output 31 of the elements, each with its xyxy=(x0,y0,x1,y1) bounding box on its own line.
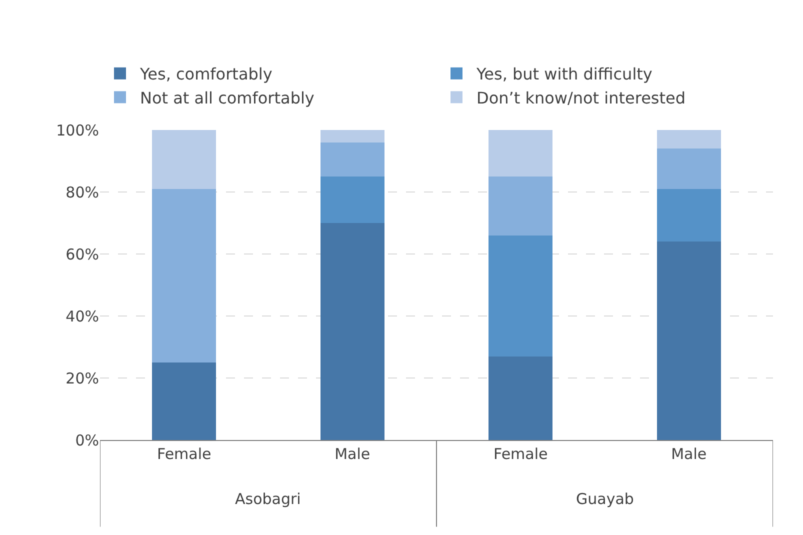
bar xyxy=(656,188,721,242)
x-tick-label: Female xyxy=(494,445,548,463)
x-tick-label: Male xyxy=(334,445,370,463)
legend-label: Yes, comfortably xyxy=(139,64,272,84)
y-tick-label: 60% xyxy=(66,245,99,264)
bar xyxy=(320,223,384,440)
legend-label: Not at all comfortably xyxy=(140,88,314,108)
bar xyxy=(656,130,721,149)
y-tick-label: 100% xyxy=(56,121,99,140)
x-tick-label: Female xyxy=(157,445,212,463)
bar xyxy=(488,356,553,440)
bar xyxy=(488,176,553,236)
bar xyxy=(320,176,384,223)
bar xyxy=(656,242,721,440)
bar xyxy=(488,130,553,176)
text: Guayab xyxy=(576,490,634,508)
bar xyxy=(320,142,384,176)
bar xyxy=(152,362,216,440)
bar xyxy=(152,130,216,189)
x-tick-label: Male xyxy=(671,445,707,463)
bar xyxy=(488,235,553,356)
y-tick-label: 80% xyxy=(66,183,99,202)
legend-label: Yes, but with difficulty xyxy=(476,64,652,84)
bar xyxy=(320,130,384,142)
y-tick-label: 0% xyxy=(75,431,99,450)
text: Asobagri xyxy=(235,490,301,508)
bar xyxy=(656,148,721,189)
y-tick-label: 40% xyxy=(66,307,99,326)
legend-label: Don’t know/not interested xyxy=(476,88,686,108)
y-tick-label: 20% xyxy=(66,369,99,388)
bar xyxy=(152,188,216,362)
